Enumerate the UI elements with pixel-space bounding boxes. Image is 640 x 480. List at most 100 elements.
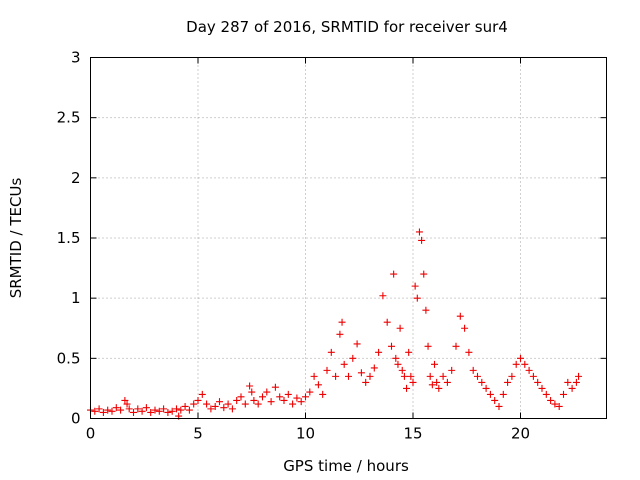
data-point (332, 372, 340, 380)
data-point (366, 372, 374, 380)
data-point (353, 340, 361, 348)
y-tick-label: 0 (71, 410, 81, 428)
data-point (248, 388, 256, 396)
y-tick-label: 0.5 (57, 349, 81, 367)
data-point (398, 366, 406, 374)
data-point (138, 407, 146, 415)
data-point (375, 348, 383, 356)
y-tick-label: 1 (71, 289, 81, 307)
data-point (259, 393, 266, 401)
data-point (443, 378, 451, 386)
data-point (428, 381, 436, 389)
data-point (390, 270, 398, 278)
data-point (568, 384, 576, 392)
data-point (185, 406, 193, 414)
data-point (147, 408, 155, 416)
data-point (521, 360, 529, 368)
data-point (403, 384, 411, 392)
data-point (542, 390, 550, 398)
data-point (112, 404, 120, 412)
x-tick-label: 5 (193, 425, 203, 443)
data-point (173, 405, 180, 413)
y-tick-label: 2.5 (57, 109, 81, 127)
y-axis-label: SRMTID / TECUs (7, 178, 25, 299)
data-point (529, 372, 537, 380)
data-point (228, 405, 236, 413)
data-point (323, 366, 331, 374)
data-point (314, 381, 322, 389)
data-point (276, 393, 284, 401)
data-point (452, 342, 460, 350)
data-point (164, 408, 172, 416)
data-point (207, 405, 215, 413)
data-point (465, 348, 473, 356)
data-point (379, 292, 387, 300)
data-point (198, 390, 206, 398)
data-point (319, 390, 327, 398)
chart-title: Day 287 of 2016, SRMTID for receiver sur… (186, 18, 508, 36)
data-point (289, 400, 297, 408)
data-point (310, 372, 318, 380)
data-point (433, 378, 441, 386)
y-tick-label: 3 (71, 49, 81, 67)
data-point (474, 372, 481, 380)
data-point (575, 372, 583, 380)
data-point (349, 354, 357, 362)
data-point (508, 372, 516, 380)
data-point (254, 400, 262, 408)
data-point (125, 405, 133, 413)
data-point (357, 369, 365, 377)
data-point (370, 364, 378, 372)
data-point (134, 405, 142, 413)
data-point (534, 378, 542, 386)
data-point (448, 366, 456, 374)
data-points (87, 228, 583, 420)
data-point (426, 372, 434, 380)
data-point (560, 390, 567, 398)
data-point (340, 360, 348, 368)
data-point (142, 404, 150, 412)
data-point (271, 383, 279, 391)
grid (90, 57, 607, 419)
data-point (413, 294, 421, 302)
data-point (400, 372, 408, 380)
data-point (338, 318, 346, 326)
data-point (409, 378, 417, 386)
data-point (499, 390, 507, 398)
data-point (551, 400, 559, 408)
data-point (495, 402, 503, 410)
data-point (572, 378, 580, 386)
data-point (478, 378, 486, 386)
data-point (302, 393, 309, 401)
data-point (435, 384, 443, 392)
y-tick-label: 2 (71, 169, 81, 187)
data-point (405, 348, 413, 356)
data-point (224, 400, 232, 408)
data-point (267, 398, 275, 406)
data-point (121, 396, 129, 404)
axis-ticks: 0 5 10 15 20 0 0.5 1 1.5 2 2.5 3 (57, 49, 607, 443)
data-point (482, 384, 490, 392)
data-point (108, 407, 116, 415)
data-point (130, 408, 137, 416)
data-point (99, 408, 107, 416)
data-point (263, 388, 271, 396)
data-point (177, 406, 185, 414)
data-point (151, 406, 159, 414)
data-point (284, 390, 292, 398)
data-point (220, 404, 228, 412)
data-point (491, 396, 499, 404)
data-point (123, 400, 131, 408)
data-point (104, 406, 112, 414)
data-point (190, 400, 198, 408)
data-point (241, 400, 249, 408)
data-point (439, 372, 447, 380)
data-point (461, 324, 469, 332)
data-point (168, 407, 176, 415)
data-point (211, 402, 219, 410)
data-point (415, 228, 423, 236)
data-point (216, 398, 223, 406)
data-point (250, 396, 258, 404)
data-point (525, 366, 533, 374)
data-point (306, 388, 314, 396)
